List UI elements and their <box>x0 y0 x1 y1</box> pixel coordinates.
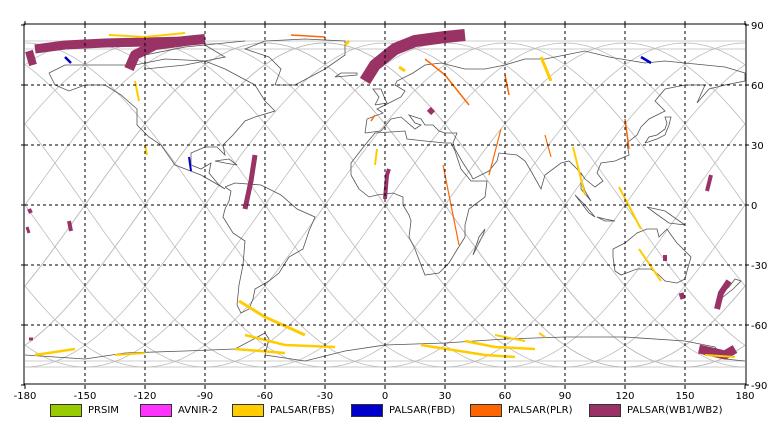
fbs-swath <box>134 80 140 102</box>
axis-ticks: -180 -150 -120 -90 -60 -30 0 30 60 90 120 150 180 90 6… <box>14 21 767 400</box>
coastline <box>144 40 246 70</box>
fbs-swath <box>244 333 336 349</box>
coastline <box>350 130 488 276</box>
coastline <box>612 228 692 284</box>
x-tick-label: 150 <box>675 391 694 400</box>
wb-swath <box>242 154 258 210</box>
legend-item-prism: PRSIM <box>50 403 119 417</box>
fbs-swath <box>539 56 553 82</box>
x-tick-label: 60 <box>499 391 512 400</box>
x-tick-label: -120 <box>134 391 157 400</box>
fbs-swath <box>704 354 736 358</box>
plr-swath <box>290 34 326 38</box>
fbd-swath <box>64 56 72 64</box>
legend-swatch-prism <box>50 403 82 417</box>
y-tick-label: 60 <box>751 81 764 92</box>
legend-label-wb: PALSAR(WB1/WB2) <box>627 404 723 416</box>
fbs-swath <box>234 347 286 355</box>
x-tick-label: -60 <box>257 391 273 400</box>
wb-swath <box>714 279 732 310</box>
wb-swath <box>25 226 31 234</box>
coastline <box>472 228 486 256</box>
plr-swath <box>488 128 502 176</box>
legend-label-fbd: PALSAR(FBD) <box>389 404 456 416</box>
coastline <box>364 50 746 202</box>
plr-swath <box>544 134 552 158</box>
map-frame <box>23 23 747 385</box>
legend-label-prism: PRSIM <box>88 404 119 416</box>
legend-label-avnir2: AVNIR-2 <box>178 404 218 416</box>
legend-swatch-fbd <box>351 403 383 417</box>
fbs-swath <box>572 146 586 196</box>
fbs-swath <box>374 148 378 166</box>
coastline <box>644 116 672 144</box>
fbs-swath <box>538 332 546 338</box>
coverage-map: -180 -150 -120 -90 -60 -30 0 30 60 90 120 150 180 90 6… <box>14 21 767 400</box>
coastline <box>222 182 316 314</box>
y-tick-label: -90 <box>751 381 767 392</box>
x-tick-label: -30 <box>317 391 333 400</box>
legend-item-fbd: PALSAR(FBD) <box>351 403 455 417</box>
legend: PRSIM AVNIR-2 PALSAR(FBS) PALSAR(FBD) PA… <box>0 400 770 422</box>
wb-swath <box>697 344 738 360</box>
wb-swath <box>359 29 466 85</box>
legend-label-plr: PALSAR(PLR) <box>508 404 573 416</box>
fbs-swath <box>34 347 76 357</box>
y-tick-label: 90 <box>751 21 764 32</box>
x-tick-label: -90 <box>197 391 213 400</box>
legend-swatch-avnir2 <box>140 403 172 417</box>
fbs-swath <box>464 339 536 351</box>
wb-swath <box>27 208 33 214</box>
coastline <box>372 88 388 106</box>
x-tick-label: 180 <box>735 391 754 400</box>
legend-swatch-fbs <box>232 403 264 417</box>
x-tick-label: 0 <box>382 391 388 400</box>
x-tick-label: 30 <box>439 391 452 400</box>
wb-swath <box>67 220 73 232</box>
plr-swath <box>624 118 630 150</box>
fbs-swath <box>618 186 642 230</box>
coastline <box>574 194 596 218</box>
coastline <box>24 332 746 362</box>
x-tick-label: -150 <box>74 391 97 400</box>
fbd-swath <box>640 55 652 65</box>
fbd-swath <box>188 156 192 172</box>
fbs-swath <box>398 65 406 73</box>
y-tick-label: 0 <box>751 201 757 212</box>
coastlines <box>24 38 746 362</box>
y-tick-label: -60 <box>751 321 767 332</box>
coastline <box>334 72 358 78</box>
legend-item-wb: PALSAR(WB1/WB2) <box>589 403 723 417</box>
wb-swath <box>705 174 713 192</box>
coastline <box>646 206 686 226</box>
legend-item-fbs: PALSAR(FBS) <box>232 403 335 417</box>
coastline <box>214 158 238 166</box>
coastline <box>596 216 616 222</box>
coastline <box>243 38 346 86</box>
legend-label-fbs: PALSAR(FBS) <box>270 404 335 416</box>
wb-swath <box>383 168 391 200</box>
legend-item-avnir2: AVNIR-2 <box>140 403 218 417</box>
x-tick-label: 120 <box>615 391 634 400</box>
legend-item-plr: PALSAR(PLR) <box>470 403 572 417</box>
fbs-swath <box>494 334 526 342</box>
fbs-swath <box>114 352 146 356</box>
fbs-swath <box>343 39 351 47</box>
y-tick-label: 30 <box>751 141 764 152</box>
wb-swath <box>426 106 436 116</box>
graticule <box>25 25 745 385</box>
wb-swath <box>124 34 206 71</box>
fbs-swath <box>238 299 306 337</box>
x-tick-label: -180 <box>14 391 37 400</box>
x-tick-label: 90 <box>559 391 572 400</box>
legend-swatch-wb <box>589 403 621 417</box>
y-tick-label: -30 <box>751 261 767 272</box>
wb-swath <box>25 49 37 67</box>
legend-swatch-plr <box>470 403 502 417</box>
plr-swath <box>370 114 376 122</box>
wb-swath <box>678 292 686 300</box>
